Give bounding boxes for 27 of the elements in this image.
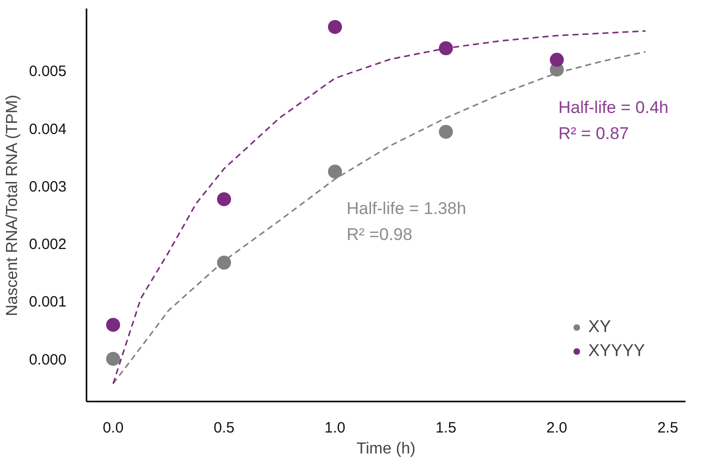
point xyxy=(217,192,232,206)
y-tick-label: 0.001 xyxy=(28,294,67,311)
legend-label: XY xyxy=(588,317,611,337)
x-tick-label: 2.5 xyxy=(657,420,678,436)
point xyxy=(328,164,342,179)
annotation: Half-life = 1.38h R² =0.98 xyxy=(346,199,466,244)
point xyxy=(106,352,120,366)
y-tick-label: 0.002 xyxy=(28,236,67,254)
x-tick-label: 0.0 xyxy=(102,420,124,436)
y-tick-label: 0.004 xyxy=(28,120,67,138)
x-tick-label: 1.5 xyxy=(435,420,456,436)
legend-label: XYYYY xyxy=(588,341,645,361)
point xyxy=(106,318,120,332)
x-tick-label: 1.0 xyxy=(324,420,346,436)
x-tick-label: 0.5 xyxy=(214,420,234,436)
y-tick-label: 0.003 xyxy=(28,178,67,196)
point xyxy=(328,20,342,34)
y-tick-label: 0.005 xyxy=(28,63,67,80)
point xyxy=(438,41,453,56)
x-tick-label: 2.0 xyxy=(546,420,568,436)
point xyxy=(217,256,232,270)
x-axis-title: Time (h) xyxy=(356,440,416,458)
point xyxy=(438,124,453,139)
annotation: Half-life = 0.4h R² = 0.87 xyxy=(558,98,668,143)
point xyxy=(550,52,564,67)
y-tick-label: 0.000 xyxy=(28,351,67,368)
y-axis-title: Nascent RNA/Total RNA (TPM) xyxy=(4,94,21,316)
